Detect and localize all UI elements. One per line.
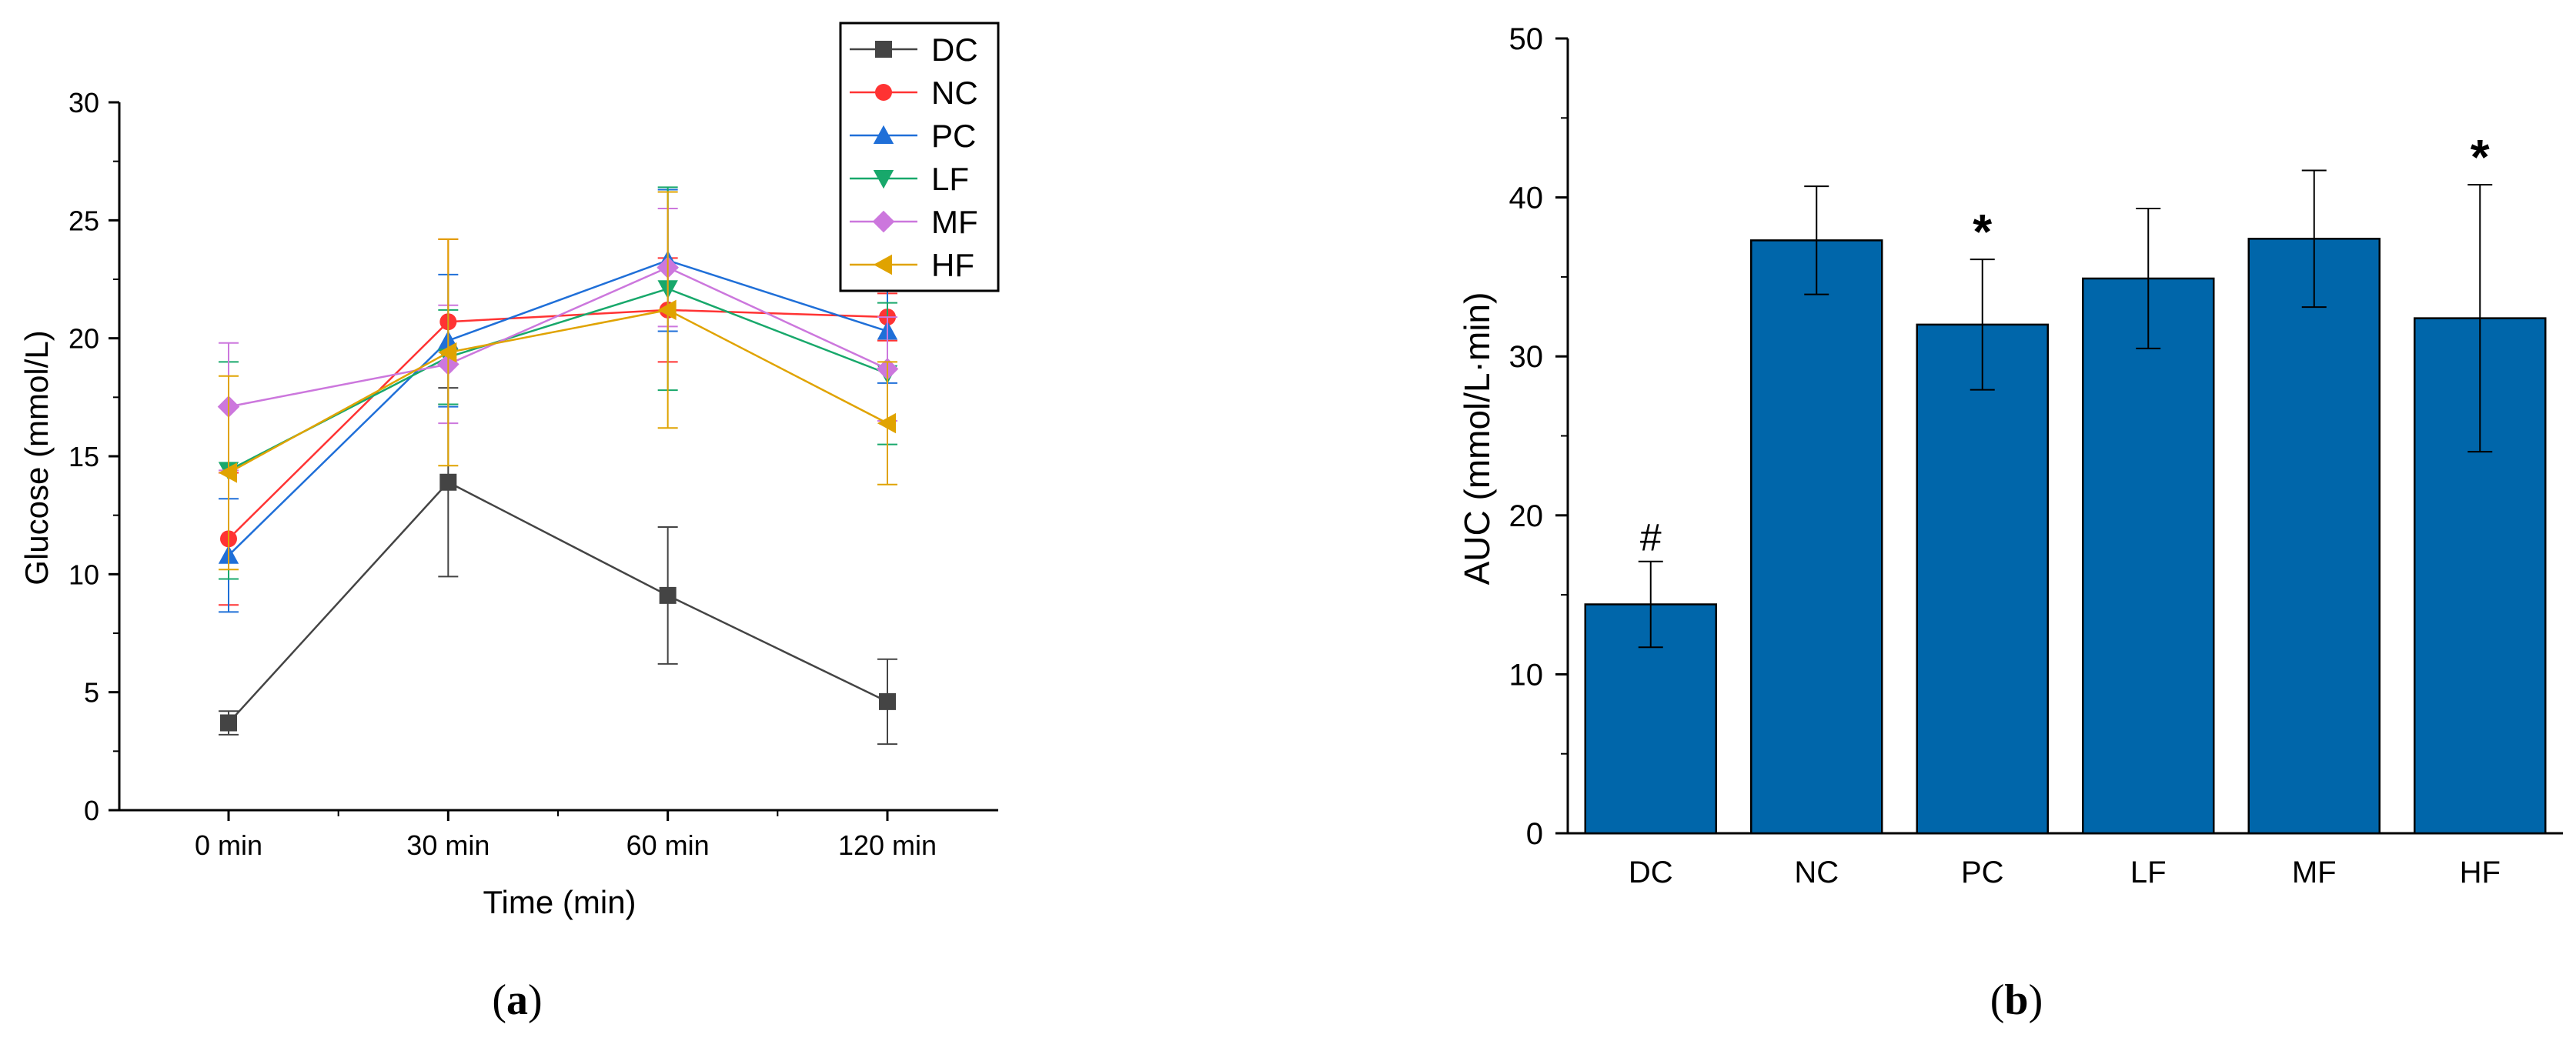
series-line	[228, 259, 888, 556]
panel-b-x-tick-label: DC	[1629, 856, 1673, 889]
panel-a-x-tick-label: 30 min	[406, 829, 489, 861]
panel-a-series	[217, 186, 899, 746]
legend-entry-pc: PC	[850, 118, 976, 154]
legend-entry-mf: MF	[850, 204, 978, 240]
panel-b-y-ticks: 0 10 20 30 40 50	[1509, 22, 1568, 851]
panel-b-x-ticks: DC NC PC LF MF HF	[1629, 856, 2501, 889]
series-line	[228, 309, 888, 540]
legend-marker	[875, 84, 892, 101]
panel-a-y-tick-label: 5	[84, 677, 99, 709]
series-line	[228, 481, 888, 724]
series-pc	[218, 189, 898, 613]
panel-b-x-tick-label: LF	[2130, 856, 2167, 889]
bar-group-nc	[1750, 185, 1883, 835]
panel-b-x-tick-label: NC	[1794, 856, 1839, 889]
bar	[2247, 238, 2381, 835]
bar	[2082, 277, 2215, 835]
series-line	[228, 287, 888, 472]
panel-a-x-tick-label: 60 min	[626, 829, 710, 861]
bar-group-lf	[2082, 208, 2215, 835]
panel-a-y-tick-label: 30	[68, 87, 99, 118]
legend-label: NC	[931, 75, 978, 111]
legend-label: DC	[931, 32, 978, 68]
bar	[1750, 239, 1883, 835]
panel-a-x-tick-label: 0 min	[195, 829, 262, 861]
series-dc	[219, 387, 897, 746]
bar-group-hf: *	[2414, 129, 2547, 835]
panel-a-y-tick-label: 10	[68, 559, 99, 590]
data-point	[218, 462, 237, 483]
legend-entry-hf: HF	[850, 247, 974, 283]
panel-a-y-tick-label: 15	[68, 441, 99, 472]
panel-b-bar-chart: 0 10 20 30 40 50 # * * DC NC PC LF MF HF AUC (mmol/L…	[1457, 22, 2563, 1024]
legend-label: HF	[931, 247, 974, 283]
legend-label: MF	[931, 204, 978, 240]
panel-b-label: (b)	[1990, 976, 2043, 1024]
panel-a-line-chart: 0 5 10 15 20 25 30 0 min 30 min 60 min 120 min DC…	[18, 22, 1000, 1024]
legend-label: PC	[931, 118, 976, 154]
data-point	[879, 692, 896, 710]
panel-a-label: (a)	[492, 976, 542, 1024]
panel-a-y-ticks: 0 5 10 15 20 25 30	[68, 87, 119, 826]
significance-annotation: *	[2471, 129, 2490, 185]
data-point	[877, 412, 896, 434]
panel-a-y-axis-label: Glucose (mmol/L)	[18, 330, 55, 585]
significance-annotation: *	[1973, 204, 1992, 259]
series-line	[228, 309, 888, 474]
panel-a-x-tick-label: 120 min	[838, 829, 937, 861]
bar	[1916, 323, 2049, 835]
legend-entry-lf: LF	[850, 161, 969, 197]
panel-b-label-letter: b	[2004, 976, 2028, 1024]
series-mf	[217, 208, 899, 472]
legend-marker	[875, 41, 892, 58]
panel-a-y-tick-label: 20	[68, 323, 99, 355]
legend-label: LF	[931, 161, 969, 197]
panel-a-y-tick-label: 25	[68, 205, 99, 236]
data-point	[220, 714, 237, 732]
bar-group-mf	[2247, 169, 2381, 835]
legend-marker	[873, 170, 894, 189]
panel-a-x-axis-label: Time (min)	[483, 884, 636, 920]
data-point	[438, 342, 457, 363]
significance-annotation: #	[1640, 516, 1662, 559]
panel-b-y-tick-label: 10	[1509, 658, 1544, 692]
panel-b-y-tick-label: 40	[1509, 182, 1544, 215]
panel-a-x-ticks: 0 min 30 min 60 min 120 min	[195, 810, 937, 861]
legend-marker	[872, 210, 895, 233]
legend-entry-dc: DC	[850, 32, 978, 68]
legend-box	[839, 22, 1000, 292]
panel-b-x-tick-label: HF	[2460, 856, 2501, 889]
panel-a-label-letter: a	[506, 976, 528, 1024]
panel-b-bars: # * *	[1584, 129, 2547, 835]
data-point	[659, 586, 677, 604]
panel-b-y-tick-label: 50	[1509, 22, 1544, 56]
bar-group-dc: #	[1584, 516, 1717, 835]
bar-group-pc: *	[1916, 204, 2049, 835]
panel-a-y-tick-label: 0	[84, 795, 99, 826]
panel-a-legend: DC NC PC LF MF HF	[839, 22, 1000, 292]
panel-b-x-tick-label: PC	[1961, 856, 2004, 889]
data-point	[657, 299, 677, 321]
legend-entry-nc: NC	[850, 75, 978, 111]
panel-b-y-tick-label: 0	[1526, 817, 1543, 851]
panel-b-y-tick-label: 30	[1509, 340, 1544, 374]
series-hf	[218, 191, 897, 571]
panel-b-x-tick-label: MF	[2292, 856, 2337, 889]
data-point	[439, 473, 457, 491]
series-line	[228, 266, 888, 408]
legend-marker	[873, 254, 892, 275]
panel-b-y-tick-label: 20	[1509, 499, 1544, 533]
panel-b-y-axis-label: AUC (mmol/L·min)	[1457, 292, 1497, 586]
legend-marker	[873, 125, 894, 144]
series-lf	[218, 186, 898, 580]
